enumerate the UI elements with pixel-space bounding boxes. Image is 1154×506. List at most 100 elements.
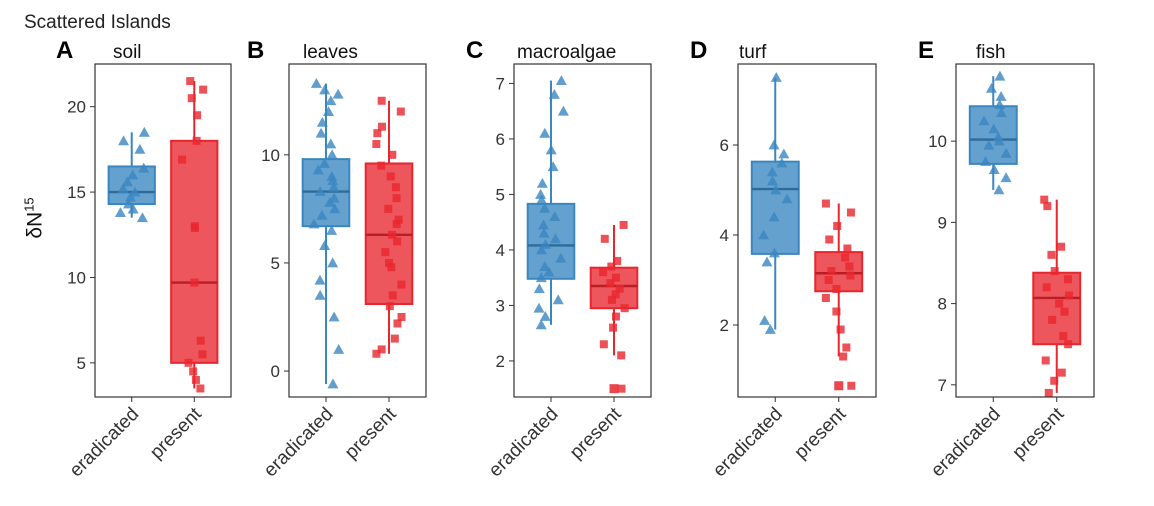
box-macroalgae-present-outlier — [609, 384, 619, 394]
data-point — [393, 237, 402, 246]
y-tick-label: 3 — [496, 296, 505, 315]
data-point — [768, 247, 780, 258]
data-point — [327, 257, 339, 268]
data-point — [770, 184, 782, 195]
data-point — [114, 207, 126, 217]
data-point — [328, 192, 340, 203]
data-point — [138, 162, 150, 173]
data-point — [613, 257, 622, 266]
data-point — [1064, 340, 1073, 349]
data-point — [766, 166, 778, 177]
data-point — [537, 219, 549, 230]
y-tick-label: 7 — [496, 74, 505, 93]
data-point — [557, 105, 569, 116]
data-point — [191, 375, 200, 384]
data-point — [1047, 250, 1056, 259]
y-tick-label: 6 — [720, 136, 729, 155]
data-point — [136, 212, 148, 223]
data-point — [372, 140, 381, 149]
data-point — [319, 157, 331, 168]
data-point — [832, 307, 841, 316]
data-point — [609, 323, 618, 332]
x-tick-label-present: present — [1009, 403, 1069, 463]
data-point — [1050, 267, 1059, 276]
data-point — [129, 186, 141, 197]
data-point — [373, 129, 382, 138]
data-point — [189, 367, 198, 376]
data-point — [328, 181, 340, 192]
data-point — [845, 262, 854, 271]
y-tick-label: 10 — [67, 268, 86, 287]
data-point — [326, 225, 338, 235]
data-point — [536, 244, 548, 255]
data-point — [539, 311, 551, 321]
data-point — [768, 139, 780, 150]
data-point — [843, 244, 852, 253]
data-point — [536, 194, 548, 205]
data-point — [985, 82, 997, 93]
data-point — [994, 70, 1006, 81]
data-point — [377, 122, 386, 131]
panel-letter-A: A — [56, 37, 73, 64]
data-point — [540, 238, 552, 249]
data-point — [332, 88, 344, 99]
panel-frame-leaves — [288, 63, 427, 398]
panel-frame-turf — [737, 63, 877, 398]
data-point — [547, 161, 559, 172]
data-point — [385, 302, 394, 311]
data-point — [781, 193, 793, 204]
data-point — [134, 143, 146, 154]
data-point — [993, 184, 1005, 195]
data-point — [846, 208, 855, 217]
data-point — [607, 262, 616, 271]
data-point — [312, 164, 324, 175]
data-point — [992, 131, 1004, 142]
data-point — [314, 186, 326, 196]
data-point — [1063, 275, 1072, 284]
data-point — [323, 106, 335, 116]
panel-frame-soil — [94, 63, 232, 398]
data-point — [1057, 242, 1066, 251]
y-tick-label: 5 — [77, 354, 86, 373]
data-point — [539, 127, 551, 138]
data-point — [988, 123, 1000, 134]
data-point — [555, 252, 567, 263]
data-point — [821, 199, 830, 208]
data-point — [533, 302, 545, 313]
data-point — [549, 233, 561, 244]
data-point — [1042, 283, 1051, 292]
data-point — [543, 266, 555, 277]
x-tick-label-present: present — [566, 403, 626, 463]
data-point — [770, 72, 782, 82]
figure-title: Scattered Islands — [24, 12, 171, 33]
data-point — [319, 84, 331, 95]
data-point — [190, 222, 199, 231]
y-tick-label: 5 — [271, 254, 280, 273]
data-point — [1040, 195, 1049, 204]
data-point — [316, 209, 328, 220]
data-point — [187, 94, 196, 103]
data-point — [1000, 172, 1012, 183]
y-tick-label: 10 — [928, 132, 947, 151]
data-point — [377, 161, 386, 170]
data-point — [764, 324, 776, 334]
data-point — [995, 90, 1007, 101]
data-point — [611, 290, 620, 299]
panel-title-macroalgae: macroalgae — [517, 42, 616, 63]
data-point — [392, 194, 401, 203]
y-tick-label: 4 — [496, 241, 505, 260]
panel-frame-fish — [955, 63, 1095, 398]
data-point — [392, 220, 401, 229]
panel-letter-B: B — [247, 37, 264, 64]
data-point — [381, 248, 390, 257]
data-point — [555, 75, 567, 86]
data-point — [198, 350, 207, 359]
data-point — [994, 99, 1006, 110]
data-point — [328, 311, 340, 322]
data-point — [538, 227, 550, 238]
data-point — [548, 89, 560, 99]
data-point — [314, 289, 326, 300]
data-point — [599, 340, 608, 349]
panel-title-turf: turf — [739, 42, 767, 63]
